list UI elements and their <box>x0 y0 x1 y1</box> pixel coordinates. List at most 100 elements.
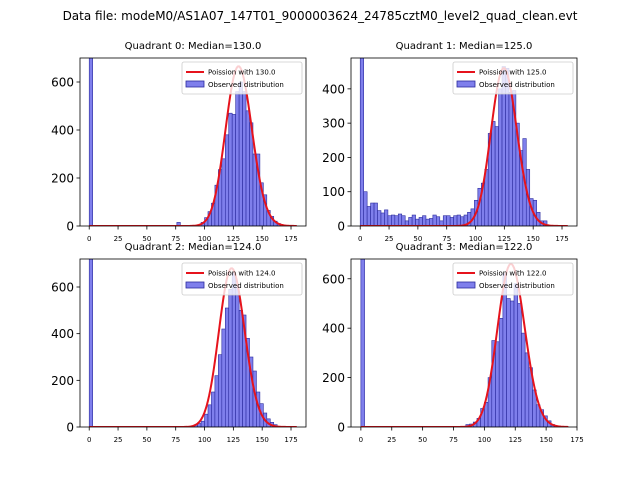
legend-label-poisson: Poission with 130.0 <box>208 69 276 77</box>
subplot-title: Quadrant 2: Median=124.0 <box>125 242 262 253</box>
x-tick-label: 100 <box>469 235 482 243</box>
histogram-bar <box>513 283 519 427</box>
y-tick-label: 200 <box>322 151 345 165</box>
subplot-title: Quadrant 1: Median=125.0 <box>396 41 533 52</box>
histogram-bar <box>425 218 430 226</box>
axes-frame <box>79 57 307 227</box>
y-tick-label: 600 <box>51 281 74 295</box>
histogram-bar <box>415 218 420 226</box>
x-tick-label: 50 <box>142 436 151 444</box>
x-tick-label: 150 <box>539 436 552 444</box>
histogram-bar <box>359 58 364 226</box>
histogram-bar <box>524 352 530 427</box>
histogram-bar <box>510 300 515 427</box>
x-tick-label: 100 <box>198 436 211 444</box>
y-tick-label: 0 <box>66 421 74 435</box>
plot-area <box>88 58 297 226</box>
histogram-bar <box>366 206 371 226</box>
x-tick-label: 50 <box>142 235 151 243</box>
subplot-quadrant-3: 0 25 50 75 100 125 150 175 0 200 400 600 Quadrant 3:… <box>322 242 584 444</box>
histogram-bar <box>502 273 507 427</box>
x-tick-label: 75 <box>171 436 180 444</box>
histogram-bar <box>401 215 406 226</box>
y-tick-label: 200 <box>322 371 345 385</box>
axes-frame <box>79 258 307 428</box>
histogram-bar <box>224 307 230 427</box>
x-tick-label: 75 <box>449 436 458 444</box>
x-tick-label: 25 <box>387 436 396 444</box>
histogram-bar <box>88 259 93 427</box>
x-tick-label: 0 <box>359 436 363 444</box>
subplot-quadrant-2: 0 25 50 75 100 125 150 175 0 200 400 600 Quadrant 2:… <box>51 242 307 444</box>
histogram-bar <box>228 289 233 427</box>
histogram-bar <box>221 328 226 427</box>
legend-box <box>181 61 303 95</box>
legend-label-observed: Observed distribution <box>479 282 555 290</box>
legend-label-poisson: Poission with 122.0 <box>479 270 547 278</box>
legend-label-observed: Observed distribution <box>208 282 284 290</box>
legend-bar-swatch <box>185 281 205 289</box>
y-tick-label: 600 <box>322 272 345 286</box>
histogram-bar <box>377 210 382 226</box>
histogram-bar <box>442 215 447 226</box>
histogram-bar <box>380 212 385 226</box>
histogram-bar <box>436 216 441 226</box>
x-tick-label: 100 <box>198 235 211 243</box>
x-tick-label: 150 <box>255 436 268 444</box>
histogram-bar <box>411 214 416 226</box>
histogram-bar <box>238 81 243 226</box>
axes-frame <box>350 258 578 428</box>
x-tick-label: 125 <box>498 235 511 243</box>
poisson-fit-line <box>89 267 297 427</box>
legend-box <box>452 262 574 296</box>
legend: Poission with 130.0 Observed distribution <box>181 61 303 95</box>
y-tick-label: 400 <box>51 327 74 341</box>
subplot-title: Quadrant 3: Median=122.0 <box>396 242 533 253</box>
x-tick-label: 125 <box>509 436 522 444</box>
histogram-bar <box>252 153 257 226</box>
histogram-bar <box>446 215 451 226</box>
histogram-bar <box>408 217 413 226</box>
y-tick-label: 600 <box>51 76 74 90</box>
histogram-bar <box>218 354 223 427</box>
y-tick-label: 0 <box>66 220 74 234</box>
histogram-bar <box>360 259 365 427</box>
histogram-bar <box>422 215 427 226</box>
y-tick-label: 400 <box>322 322 345 336</box>
x-tick-label: 0 <box>87 436 91 444</box>
y-tick-label: 400 <box>51 124 74 138</box>
histogram-bar <box>214 375 219 427</box>
subplot-title: Quadrant 0: Median=130.0 <box>125 41 262 52</box>
subplot-quadrant-1: 0 25 50 75 100 125 150 175 0 100 200 300 400 Quadrant… <box>322 41 578 243</box>
histogram-bar <box>418 217 423 226</box>
y-tick-label: 100 <box>322 185 345 199</box>
x-tick-label: 150 <box>255 235 268 243</box>
x-tick-label: 125 <box>227 436 240 444</box>
x-tick-label: 0 <box>87 235 91 243</box>
x-tick-label: 25 <box>114 436 123 444</box>
histogram-bar <box>429 218 434 226</box>
plot-area <box>359 58 568 226</box>
x-tick-label: 50 <box>418 436 427 444</box>
x-tick-label: 25 <box>114 235 123 243</box>
legend-label-observed: Observed distribution <box>208 81 284 89</box>
histogram-bar <box>397 213 403 226</box>
legend-bar-swatch <box>456 80 476 88</box>
histogram-bar <box>238 310 243 427</box>
histogram-bar <box>495 341 500 427</box>
x-tick-label: 125 <box>227 235 240 243</box>
legend-bar-swatch <box>456 281 476 289</box>
histogram-bar <box>384 209 389 226</box>
legend: Poission with 124.0 Observed distribution <box>181 262 303 296</box>
x-tick-label: 75 <box>442 235 451 243</box>
histogram-bar <box>521 332 526 427</box>
y-tick-label: 0 <box>337 421 345 435</box>
histogram-bar <box>200 420 205 427</box>
histogram-bar <box>506 298 511 427</box>
histogram-bar <box>242 91 247 226</box>
subplot-quadrant-0: 0 25 50 75 100 125 150 175 0 200 400 600 Quadrant 0:… <box>51 41 307 243</box>
histogram-bar <box>224 134 230 226</box>
legend: Poission with 122.0 Observed distribution <box>452 262 574 296</box>
histogram-bar <box>211 391 216 427</box>
